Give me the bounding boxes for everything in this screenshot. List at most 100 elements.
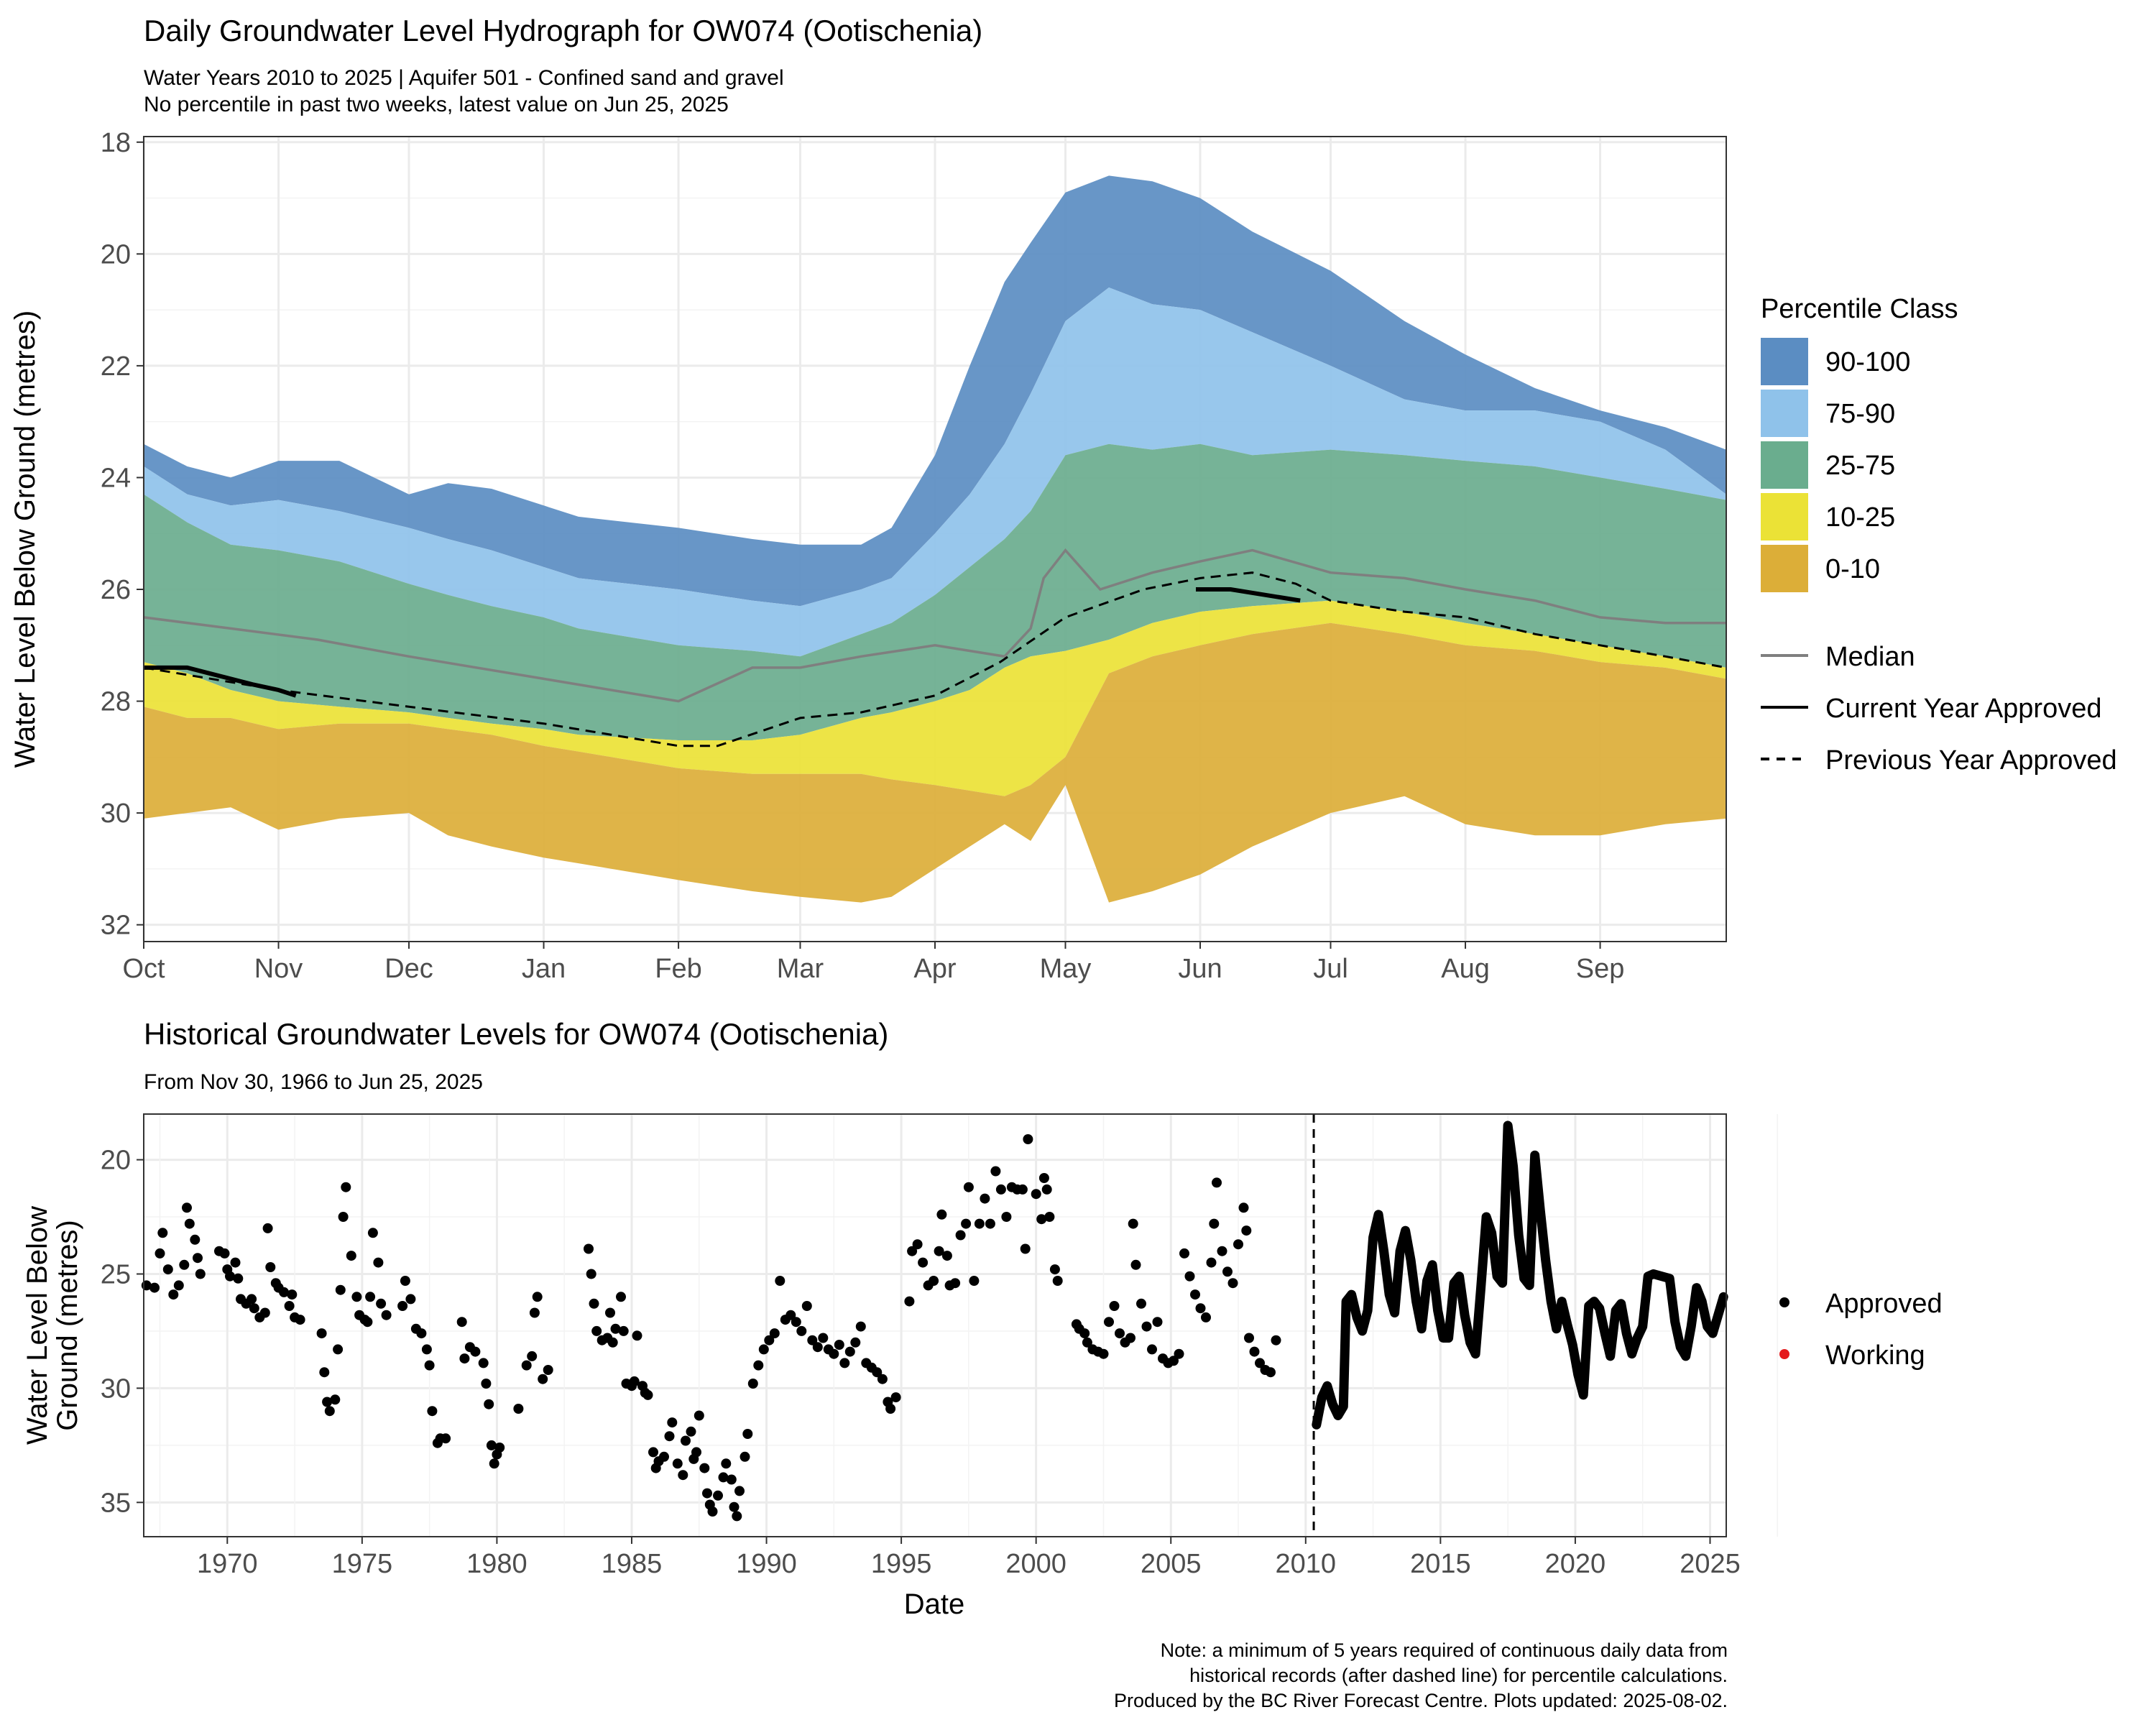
- top-chart-title: Daily Groundwater Level Hydrograph for O…: [144, 14, 982, 47]
- top-x-tick-label: Dec: [384, 954, 433, 984]
- approved-point: [707, 1506, 718, 1517]
- legend-swatch: [1761, 493, 1808, 540]
- approved-point: [1001, 1212, 1012, 1222]
- approved-point: [247, 1294, 257, 1305]
- approved-point: [786, 1310, 796, 1320]
- bottom-x-tick-label: 2005: [1141, 1549, 1202, 1579]
- approved-point: [812, 1342, 823, 1353]
- bottom-chart-subtitle: From Nov 30, 1966 to Jun 25, 2025: [144, 1070, 483, 1094]
- legend-label: 10-25: [1825, 502, 1895, 533]
- approved-point: [929, 1276, 939, 1286]
- line-legend-label: Median: [1825, 642, 1915, 672]
- bottom-y-tick-label: 35: [101, 1488, 131, 1518]
- bottom-x-tick-label: 1975: [332, 1549, 393, 1579]
- approved-point: [538, 1374, 548, 1384]
- approved-point: [740, 1451, 750, 1462]
- line-legend-item: Previous Year Approved: [1761, 745, 2117, 776]
- approved-point: [818, 1333, 829, 1343]
- approved-point: [941, 1251, 952, 1261]
- top-x-tick-label: Jan: [522, 954, 566, 984]
- approved-point: [1136, 1298, 1146, 1309]
- approved-point: [157, 1228, 168, 1238]
- approved-point: [829, 1348, 839, 1359]
- approved-point: [1052, 1276, 1063, 1286]
- approved-point: [195, 1269, 206, 1279]
- approved-point: [907, 1246, 918, 1256]
- band-0-10: [144, 622, 1726, 903]
- approved-point: [890, 1392, 901, 1403]
- approved-point: [459, 1353, 470, 1364]
- approved-point: [980, 1193, 990, 1204]
- approved-point: [1255, 1358, 1265, 1368]
- approved-point: [672, 1458, 683, 1469]
- approved-point: [678, 1470, 688, 1481]
- bottom-y-axis-title-line2: Ground (metres): [52, 1220, 83, 1430]
- approved-point: [427, 1406, 438, 1417]
- approved-point: [279, 1287, 290, 1297]
- approved-point: [961, 1218, 972, 1229]
- approved-point: [1041, 1184, 1052, 1195]
- approved-point: [521, 1360, 532, 1371]
- bottom-legend-label: Working: [1825, 1340, 1925, 1371]
- bottom-legend-marker: [1779, 1349, 1789, 1359]
- approved-point: [149, 1282, 160, 1293]
- note-line-1: Note: a minimum of 5 years required of c…: [1161, 1639, 1728, 1661]
- approved-point: [486, 1440, 497, 1450]
- approved-point: [182, 1202, 192, 1213]
- top-y-tick-label: 30: [101, 799, 131, 829]
- approved-point: [424, 1360, 435, 1371]
- legend-item-0-10: 0-10: [1761, 545, 1880, 592]
- approved-point: [769, 1328, 780, 1339]
- approved-point: [934, 1246, 944, 1256]
- approved-point: [855, 1321, 866, 1332]
- line-legend-item: Current Year Approved: [1761, 694, 2102, 724]
- approved-point: [801, 1301, 812, 1311]
- approved-point: [484, 1399, 494, 1409]
- approved-point: [844, 1346, 855, 1357]
- approved-point: [753, 1360, 764, 1371]
- approved-point: [1169, 1356, 1179, 1366]
- approved-point: [1209, 1218, 1220, 1229]
- approved-point: [995, 1184, 1006, 1195]
- approved-point: [691, 1447, 701, 1458]
- top-x-tick-label: May: [1040, 954, 1092, 984]
- legend-item-25-75: 25-75: [1761, 441, 1895, 489]
- approved-point: [702, 1488, 712, 1499]
- approved-point: [648, 1447, 658, 1458]
- bottom-legend-label: Approved: [1825, 1289, 1943, 1319]
- approved-point: [1266, 1367, 1276, 1378]
- approved-point: [1031, 1189, 1041, 1200]
- legend-swatch: [1761, 441, 1808, 489]
- bottom-x-axis-title: Date: [904, 1588, 965, 1620]
- approved-point: [376, 1298, 387, 1309]
- approved-point: [904, 1296, 915, 1307]
- approved-point: [974, 1218, 985, 1229]
- top-x-tick-label: Aug: [1441, 954, 1490, 984]
- approved-point: [1079, 1328, 1090, 1339]
- top-legend: 90-100 75-90 25-75 10-25 0-10: [1761, 338, 1910, 592]
- approved-point: [605, 1307, 615, 1318]
- approved-point: [747, 1379, 758, 1389]
- approved-point: [1206, 1257, 1217, 1268]
- approved-point: [589, 1298, 599, 1309]
- band-10-25: [144, 600, 1726, 796]
- approved-point: [330, 1394, 341, 1405]
- previous-year-line: [143, 571, 1727, 748]
- bottom-x-tick-label: 1970: [197, 1549, 258, 1579]
- top-y-tick-label: 20: [101, 239, 131, 270]
- approved-point: [532, 1292, 543, 1302]
- top-series-lines: [143, 548, 1727, 748]
- approved-point: [324, 1406, 335, 1417]
- approved-point: [955, 1230, 966, 1241]
- approved-point: [529, 1307, 540, 1318]
- legend-swatch: [1761, 338, 1808, 385]
- continuous-record-trace: [1312, 1121, 1728, 1430]
- legend-item-10-25: 10-25: [1761, 493, 1895, 540]
- approved-point: [885, 1404, 896, 1414]
- approved-point: [249, 1303, 259, 1314]
- top-percentile-bands: [144, 175, 1726, 903]
- top-x-tick-label: Sep: [1576, 954, 1625, 984]
- approved-point: [287, 1289, 298, 1300]
- legend-label: 0-10: [1825, 554, 1880, 584]
- bottom-x-tick-label: 1995: [871, 1549, 932, 1579]
